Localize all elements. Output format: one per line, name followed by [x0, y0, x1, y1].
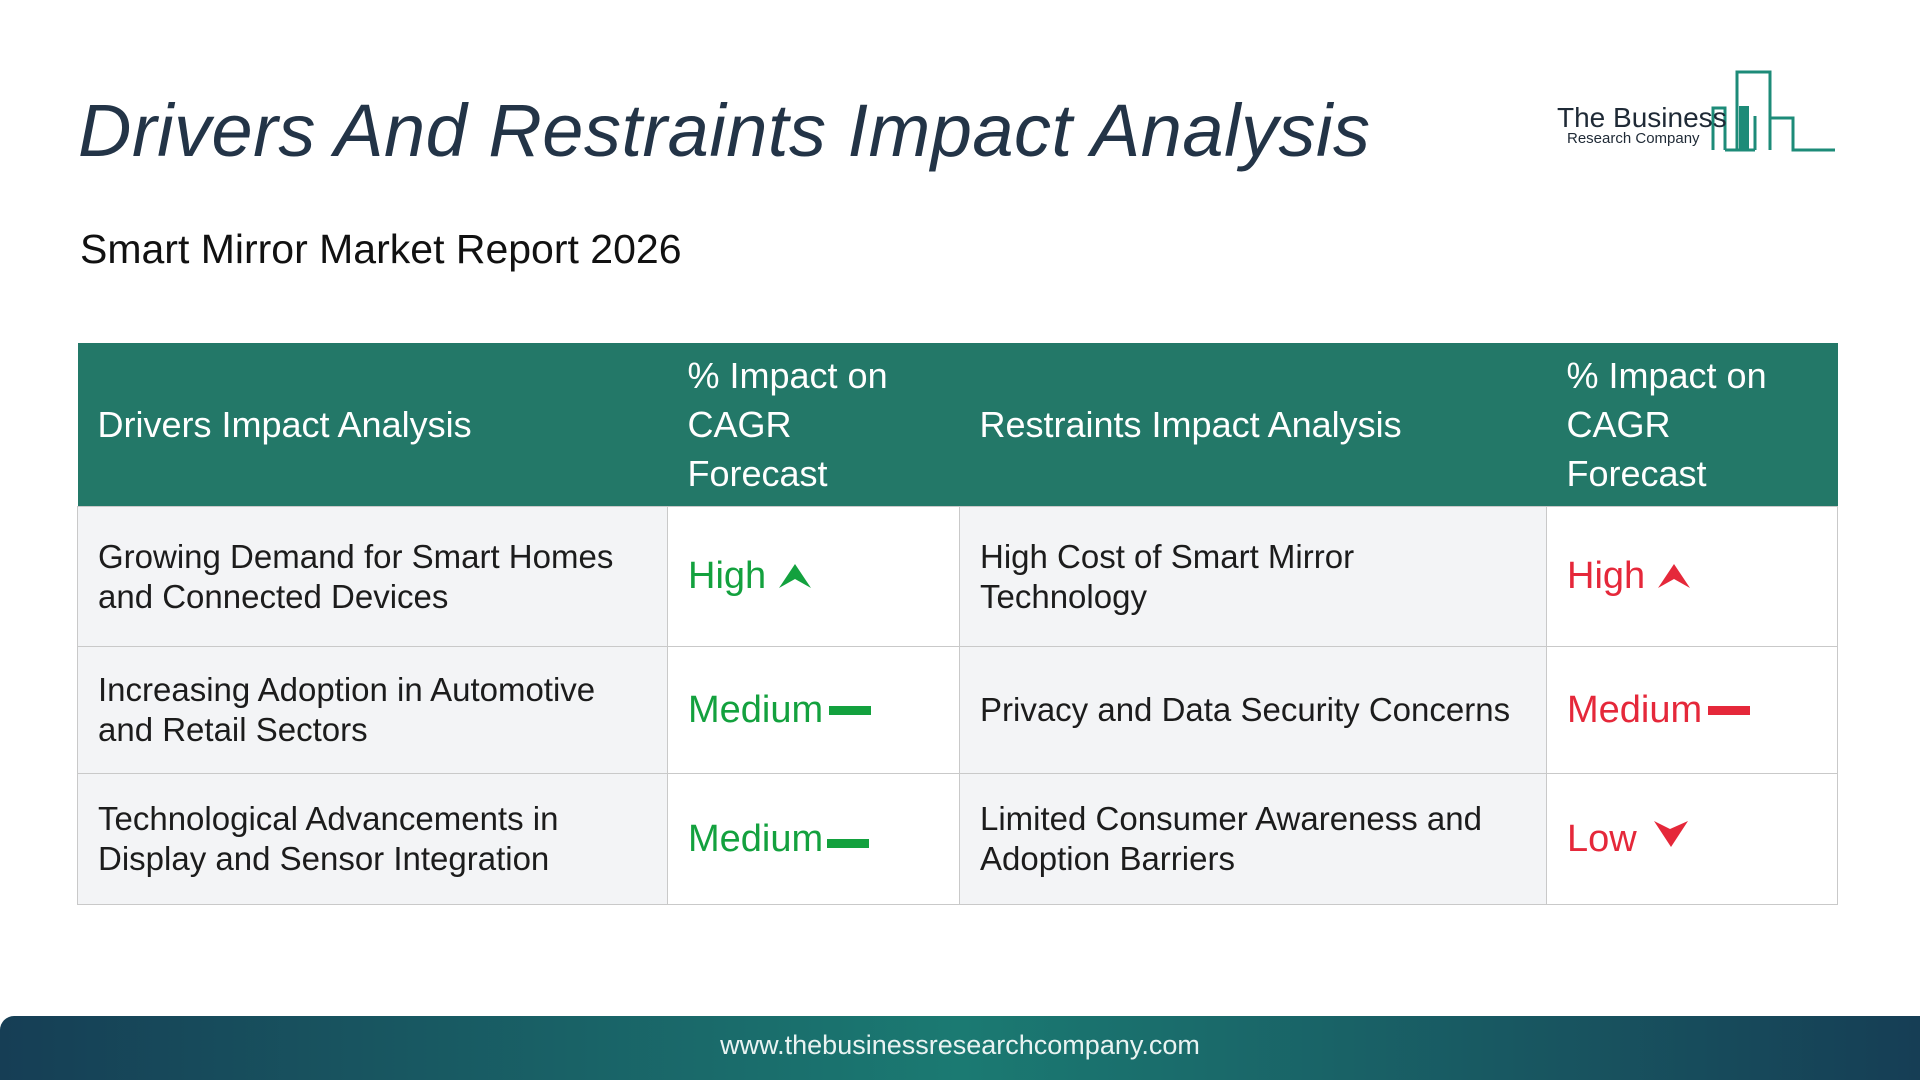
arrow-up-icon	[1658, 564, 1691, 588]
restraint-impact-level: High	[1567, 555, 1646, 597]
arrow-down-icon	[1653, 821, 1688, 847]
logo-line-1: The Business	[1557, 102, 1727, 133]
driver-impact-cell: Medium	[667, 773, 960, 905]
table-header-row: Drivers Impact Analysis % Impact on CAGR…	[77, 343, 1838, 507]
dash-icon	[829, 705, 872, 715]
header-restraints-impact: % Impact on CAGR Forecast	[1546, 343, 1838, 507]
table-row: Growing Demand for Smart Homes and Conne…	[77, 506, 1838, 647]
dash-icon	[1708, 705, 1751, 715]
restraint-impact-cell: High	[1546, 506, 1838, 647]
driver-impact-level: High	[688, 555, 767, 597]
building-bars-icon	[1711, 70, 1835, 152]
restraint-cell: High Cost of Smart Mirror Technology	[959, 506, 1547, 647]
driver-impact-level: Medium	[688, 817, 824, 860]
header-drivers: Drivers Impact Analysis	[77, 343, 668, 507]
restraint-cell: Privacy and Data Security Concerns	[959, 646, 1547, 774]
dash-icon	[827, 838, 870, 848]
report-subtitle: Smart Mirror Market Report 2026	[80, 226, 682, 272]
footer-url: www.thebusinessresearchcompany.com	[720, 1030, 1200, 1060]
restraint-impact-cell: Medium	[1546, 646, 1838, 774]
company-logo: The Business Research Company	[1555, 66, 1835, 156]
driver-cell: Growing Demand for Smart Homes and Conne…	[77, 506, 668, 647]
driver-impact-cell: Medium	[667, 646, 960, 774]
driver-impact-cell: High	[667, 506, 960, 647]
restraint-impact-level: Medium	[1567, 688, 1703, 731]
table-row: Technological Advancements in Display an…	[77, 773, 1838, 905]
driver-cell: Technological Advancements in Display an…	[77, 773, 668, 905]
page-title: Drivers And Restraints Impact Analysis	[78, 89, 1371, 172]
restraint-cell: Limited Consumer Awareness and Adoption …	[959, 773, 1547, 905]
driver-impact-level: Medium	[688, 688, 824, 731]
table-row: Increasing Adoption in Automotive and Re…	[77, 646, 1838, 774]
restraint-impact-cell: Low	[1546, 773, 1838, 905]
restraint-impact-level: Low	[1567, 818, 1637, 860]
arrow-up-icon	[779, 564, 812, 588]
footer-bar: www.thebusinessresearchcompany.com	[0, 1016, 1920, 1080]
impact-table: Drivers Impact Analysis % Impact on CAGR…	[77, 343, 1838, 905]
header-drivers-impact: % Impact on CAGR Forecast	[667, 343, 960, 507]
logo-line-2: Research Company	[1567, 130, 1700, 147]
driver-cell: Increasing Adoption in Automotive and Re…	[77, 646, 668, 774]
header-restraints: Restraints Impact Analysis	[959, 343, 1547, 507]
